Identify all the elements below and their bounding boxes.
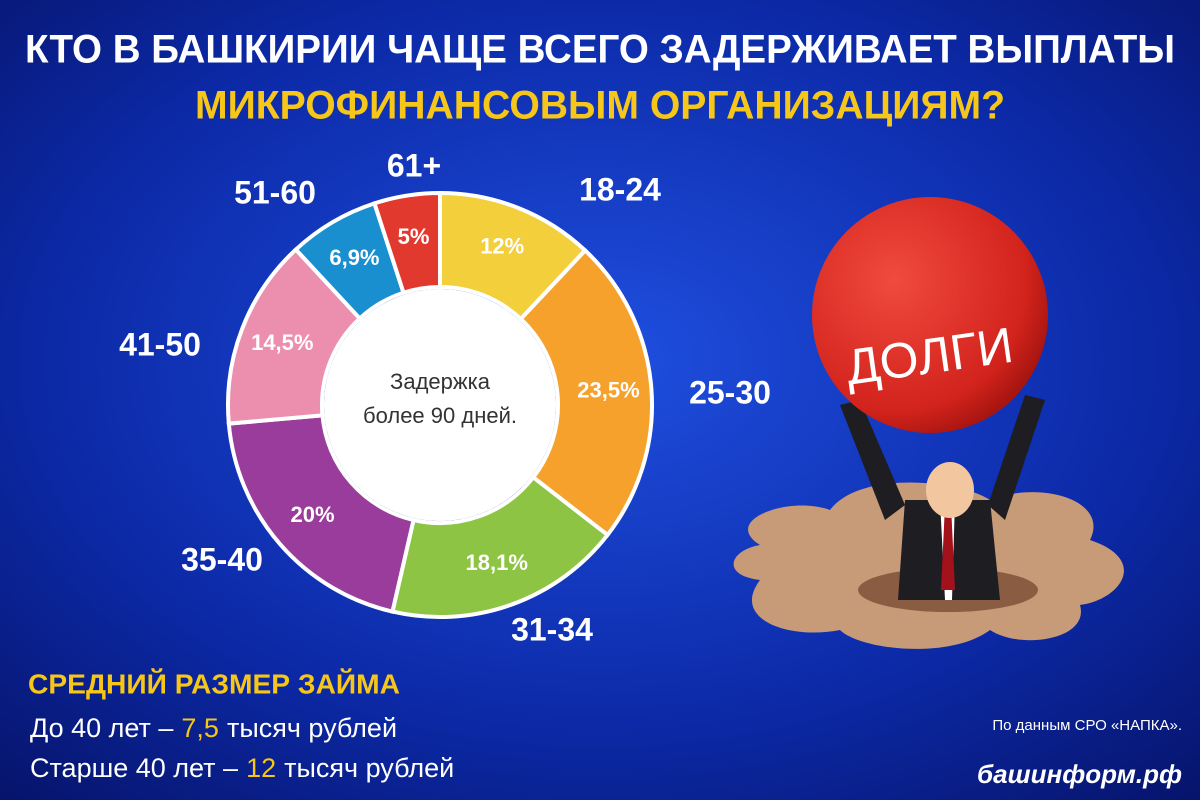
left-arm [840, 400, 905, 520]
loan-row: До 40 лет – 7,5 тысяч рублей [30, 713, 397, 743]
donut-chart: 12% 18-24 23,5% 25-30 18,1% 31-34 20% 35-40 14,5… [119, 147, 771, 647]
donut-segment [226, 413, 416, 614]
value-label: 20% [291, 502, 335, 527]
loan-amount: 12 [246, 753, 276, 783]
category-label: 61+ [387, 147, 441, 183]
donut-segment [390, 474, 611, 619]
right-arm [988, 395, 1045, 520]
center-text: более 90 дней. [363, 403, 517, 428]
category-label: 35-40 [181, 541, 263, 577]
value-label: 14,5% [251, 330, 313, 355]
category-label: 31-34 [511, 611, 593, 647]
chart-title: КТО В БАШКИРИИ ЧАЩЕ ВСЕГО ЗАДЕРЖИВАЕТ ВЫ… [25, 28, 1175, 72]
value-label: 6,9% [329, 245, 379, 270]
donut-segment [517, 247, 654, 538]
chart-subtitle: МИКРОФИНАНСОВЫМ ОРГАНИЗАЦИЯМ? [195, 84, 1005, 128]
loan-label: Старше 40 лет – [30, 753, 238, 783]
category-label: 41-50 [119, 326, 201, 362]
value-label: 12% [480, 234, 524, 259]
loan-heading: СРЕДНИЙ РАЗМЕР ЗАЙМА [28, 667, 400, 699]
category-label: 51-60 [234, 174, 316, 210]
donut-hole [324, 289, 556, 521]
value-label: 5% [398, 224, 430, 249]
tie [941, 505, 955, 590]
category-label: 18-24 [579, 171, 661, 207]
value-label: 23,5% [577, 378, 639, 403]
head [926, 462, 974, 518]
ball [812, 197, 1048, 433]
loan-unit: тысяч рублей [284, 753, 454, 783]
site: башинформ.рф [977, 759, 1182, 789]
loan-label: До 40 лет – [30, 713, 173, 743]
value-label: 18,1% [466, 550, 528, 575]
loan-amount: 7,5 [181, 713, 219, 743]
illustration: ДОЛГИ [733, 197, 1124, 649]
donut-segment [371, 190, 442, 296]
source: По данным СРО «НАПКА». [992, 717, 1182, 734]
category-label: 25-30 [689, 374, 771, 410]
loan-row: Старше 40 лет – 12 тысяч рублей [30, 753, 454, 783]
center-text: Задержка [390, 369, 491, 394]
loan-unit: тысяч рублей [227, 713, 397, 743]
